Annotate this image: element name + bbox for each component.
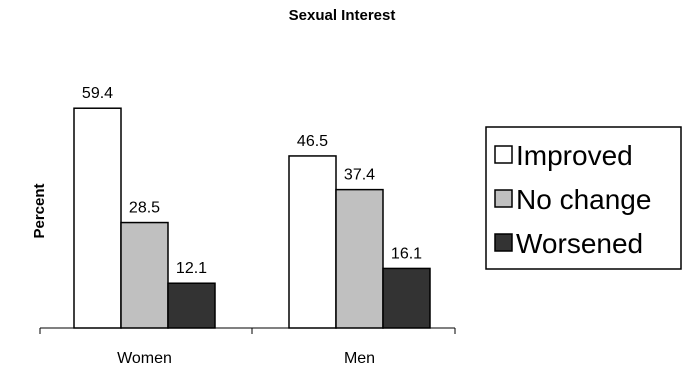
legend-label-no-change: No change — [516, 184, 651, 215]
legend-box — [485, 126, 682, 270]
data-label-worsened-women: 12.1 — [176, 260, 207, 277]
data-label-no-change-men: 37.4 — [344, 167, 375, 184]
bar-no-change-men — [335, 188, 384, 329]
bar-no-change-women — [120, 221, 169, 329]
legend-label-worsened: Worsened — [516, 228, 643, 259]
x-tick-label-men: Men — [344, 350, 375, 367]
data-label-worsened-men: 16.1 — [391, 245, 422, 262]
x-axis: Women Men — [39, 327, 456, 367]
legend-swatch-improved — [494, 145, 513, 164]
bar-improved-men — [288, 155, 337, 329]
bar-worsened-men — [382, 267, 431, 329]
data-label-improved-women: 59.4 — [82, 85, 113, 102]
legend-swatch-no-change — [494, 189, 513, 208]
data-label-improved-men: 46.5 — [297, 133, 328, 150]
legend: Improved No change Worsened — [485, 126, 682, 270]
legend-label-improved: Improved — [516, 140, 633, 171]
x-tick-label-women: Women — [117, 350, 172, 367]
chart-title: Sexual Interest — [289, 7, 396, 24]
bar-improved-women — [73, 107, 122, 329]
legend-swatch-worsened — [494, 233, 513, 252]
bar-worsened-women — [167, 282, 216, 329]
y-axis-label: Percent — [31, 183, 48, 238]
data-labels-layer: 59.4 46.5 28.5 37.4 12.1 16.1 — [82, 85, 422, 277]
bars-layer — [73, 107, 431, 329]
data-label-no-change-women: 28.5 — [129, 200, 160, 217]
